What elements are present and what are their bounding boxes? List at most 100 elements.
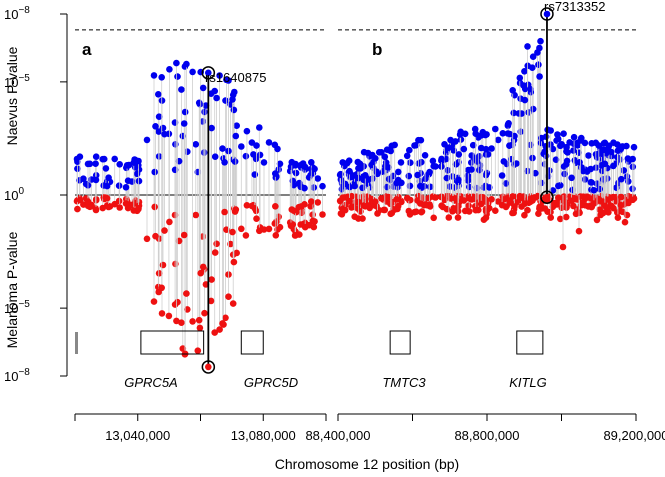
naevus-point	[199, 84, 207, 92]
melanoma-point	[314, 199, 322, 206]
melanoma-point	[232, 206, 240, 213]
naevus-point	[372, 155, 379, 162]
melanoma-point	[557, 215, 564, 223]
melanoma-point	[225, 293, 232, 301]
melanoma-point	[443, 205, 451, 213]
naevus-point	[488, 145, 495, 152]
naevus-point	[521, 85, 529, 93]
naevus-point	[432, 163, 439, 170]
naevus-point	[374, 170, 381, 178]
lead-snp-naevus-point	[543, 10, 551, 18]
naevus-point	[243, 127, 251, 135]
gene-box-kitlg	[516, 330, 544, 355]
naevus-point	[192, 141, 200, 148]
naevus-point	[213, 94, 220, 102]
melanoma-point	[76, 196, 84, 204]
naevus-point	[473, 158, 481, 165]
naevus-point	[412, 141, 420, 149]
melanoma-point	[536, 203, 543, 211]
melanoma-point	[180, 231, 188, 239]
naevus-point	[460, 145, 468, 153]
melanoma-point	[421, 201, 429, 208]
naevus-point	[464, 172, 472, 180]
melanoma-point	[84, 198, 92, 205]
lead-snp-melanoma-point	[543, 194, 551, 201]
naevus-point	[499, 130, 507, 137]
naevus-point	[161, 130, 168, 138]
melanoma-point	[311, 218, 318, 225]
naevus-point	[173, 59, 180, 67]
melanoma-point	[477, 200, 485, 208]
naevus-point	[180, 120, 188, 127]
naevus-point	[509, 87, 516, 94]
naevus-point	[211, 87, 218, 95]
melanoma-point	[297, 203, 305, 210]
melanoma-point	[211, 329, 218, 336]
naevus-point	[387, 147, 395, 155]
naevus-point	[601, 160, 609, 168]
naevus-point	[230, 106, 238, 114]
melanoma-point	[194, 347, 202, 355]
naevus-point	[314, 175, 322, 182]
melanoma-point	[472, 206, 480, 214]
naevus-point	[397, 159, 405, 166]
naevus-point	[115, 182, 123, 189]
melanoma-point	[211, 249, 219, 256]
naevus-point	[476, 166, 483, 174]
melanoma-point	[308, 198, 315, 205]
melanoma-point	[274, 226, 281, 233]
melanoma-point	[122, 200, 130, 207]
naevus-point	[242, 152, 250, 160]
melanoma-point	[166, 218, 173, 226]
naevus-point	[477, 144, 485, 152]
naevus-point	[189, 68, 196, 76]
naevus-point	[518, 110, 525, 117]
naevus-point	[403, 152, 411, 160]
melanoma-point	[135, 205, 142, 212]
melanoma-point	[510, 209, 517, 217]
y-tick-label: 10−8	[4, 5, 30, 22]
naevus-point	[84, 160, 92, 168]
naevus-point	[116, 161, 123, 168]
naevus-point	[498, 172, 506, 179]
melanoma-point	[438, 202, 445, 209]
melanoma-point	[158, 284, 165, 292]
naevus-point	[178, 86, 185, 93]
gene-label-tmtc3: TMTC3	[382, 375, 426, 390]
naevus-point	[620, 167, 628, 174]
melanoma-point	[374, 210, 381, 217]
x-tick-label: 13,040,000	[105, 428, 170, 443]
melanoma-point	[576, 209, 583, 217]
naevus-point	[537, 37, 544, 45]
melanoma-point	[216, 326, 223, 333]
naevus-point	[308, 159, 315, 166]
naevus-point	[511, 132, 518, 140]
melanoma-point	[158, 310, 166, 317]
naevus-point	[265, 139, 273, 146]
naevus-point	[360, 148, 368, 156]
naevus-point	[599, 176, 607, 183]
naevus-point	[568, 174, 575, 182]
naevus-point	[570, 147, 577, 154]
melanoma-point	[511, 203, 518, 210]
melanoma-point	[74, 205, 81, 213]
naevus-point	[155, 113, 163, 120]
melanoma-point	[192, 211, 200, 219]
melanoma-point	[197, 269, 204, 277]
naevus-point	[311, 165, 318, 173]
melanoma-point	[143, 235, 151, 243]
melanoma-point	[272, 203, 279, 210]
y-label-naevus: Naevus P-value	[4, 46, 20, 145]
melanoma-point	[229, 300, 237, 307]
naevus-point	[310, 184, 318, 191]
naevus-point	[274, 145, 281, 153]
naevus-point	[133, 170, 141, 178]
melanoma-point	[577, 193, 584, 200]
panel-b	[336, 7, 638, 355]
naevus-point	[208, 124, 215, 132]
snp-label-rs7313352: rs7313352	[544, 0, 605, 14]
naevus-point	[552, 156, 560, 163]
melanoma-point	[465, 202, 472, 209]
melanoma-point	[165, 312, 173, 320]
